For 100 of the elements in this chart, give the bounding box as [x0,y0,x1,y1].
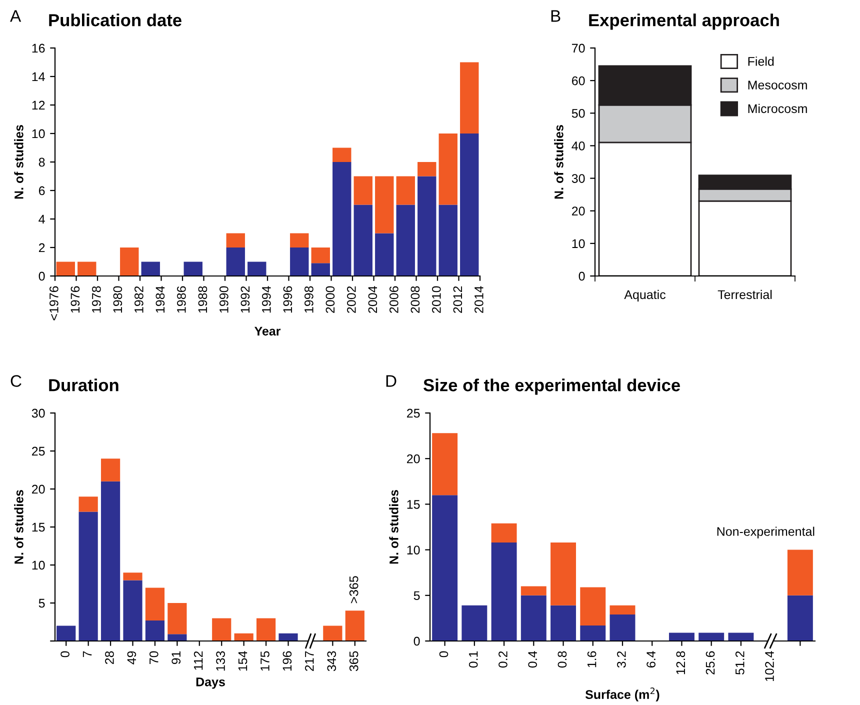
bar [354,204,372,276]
bar [290,248,309,276]
bar [248,262,266,276]
y-axis-title: N. of studies [14,125,24,199]
bar [787,595,813,641]
x-tick-label: 1992 [240,286,250,313]
bar [100,458,120,482]
y-tick-label: 40 [572,142,585,150]
bar [354,176,372,205]
bar [78,512,98,641]
bar [460,134,479,276]
bar [550,605,576,641]
bar [610,614,636,641]
x-tick-label: 7 [82,651,92,658]
x-tick-label: 1996 [283,286,292,313]
y-axis-title: N. of studies [389,490,398,564]
bar [145,620,165,641]
bar [120,248,139,276]
bar [100,481,120,641]
bar [396,204,415,276]
y-tick-label: 20 [32,484,45,494]
bar [550,542,576,606]
bar [491,523,517,543]
bar [668,632,694,641]
bar [290,233,309,248]
y-tick-label: 10 [32,129,45,138]
x-tick-label: 196 [282,651,292,671]
bar [520,586,546,596]
x-tick-label: 133 [216,651,225,671]
y-tick-label: 10 [407,546,420,554]
x-tick-label: 3.2 [617,651,626,668]
y-tick-label: 5 [414,591,420,600]
y-tick-label: 14 [32,72,45,82]
chart-title: Publication date [49,14,182,26]
bar [332,162,352,276]
bar [123,580,142,641]
x-tick-label: 28 [105,651,114,664]
y-tick-label: 30 [32,408,45,418]
y-tick-label: 2 [38,243,45,252]
y-tick-label: 0 [38,272,45,281]
bar [78,262,96,276]
y-tick-label: 15 [32,522,45,532]
x-tick-label: 1998 [304,286,314,313]
bar [580,587,606,626]
x-tick-label: Terrestrial [718,290,772,300]
x-tick-label: Aquatic [624,290,666,302]
x-tick-label: 2006 [390,286,398,313]
y-tick-label: 25 [407,408,420,418]
bar [123,572,142,580]
x-tick-label: 12.8 [676,651,686,674]
text: B [551,10,560,22]
x-tick-label: 91 [172,651,181,664]
bar [56,262,75,276]
bar [226,233,245,248]
bar [787,550,813,596]
bar [141,262,160,276]
x-tick-label: 217 [304,651,314,671]
x-tick-label: 25.6 [706,651,715,674]
x-tick-label: 2012 [453,286,462,313]
x-tick-label: 2000 [326,286,335,313]
text: D [386,375,396,387]
bar [226,248,245,276]
bar [462,605,488,641]
y-tick-label: 20 [407,454,420,464]
bar [278,633,298,641]
y-tick-label: 20 [572,206,585,216]
bar [438,134,458,205]
y-tick-label: 30 [572,174,585,183]
x-axis-title: Surface (m$^{2}$) [585,688,660,702]
y-tick-label: 5 [38,598,45,608]
x-axis-title: Year [254,326,281,336]
bar [520,595,546,641]
y-tick-label: 10 [32,560,45,570]
chart-title: Duration [49,378,118,392]
legend-label: Field [748,56,774,66]
x-tick-label: 1.6 [587,651,596,668]
chart-title: Experimental approach [589,14,779,30]
bar [323,626,342,641]
x-tick-label: 1978 [92,286,101,313]
x-tick-label: 0.8 [558,651,567,668]
x-tick-label: 1984 [156,286,165,313]
x-tick-label: 6.4 [646,651,656,668]
bar [375,233,394,276]
bar [418,162,436,176]
y-tick-label: 8 [38,158,45,167]
bar [168,603,187,634]
bar [438,204,458,276]
x-tick-label: 1990 [220,286,228,313]
y-tick-label: 70 [572,44,585,53]
bar [396,176,415,205]
annotation: Non-experimental [717,526,814,538]
bar [332,148,352,162]
y-tick-label: 16 [32,44,45,53]
bar [56,626,76,641]
bar [698,632,724,641]
y-axis-title: N. of studies [14,490,24,564]
bar [491,542,517,641]
bar [168,634,187,641]
y-tick-label: 25 [32,446,45,456]
x-tick-label: 2014 [474,286,484,313]
